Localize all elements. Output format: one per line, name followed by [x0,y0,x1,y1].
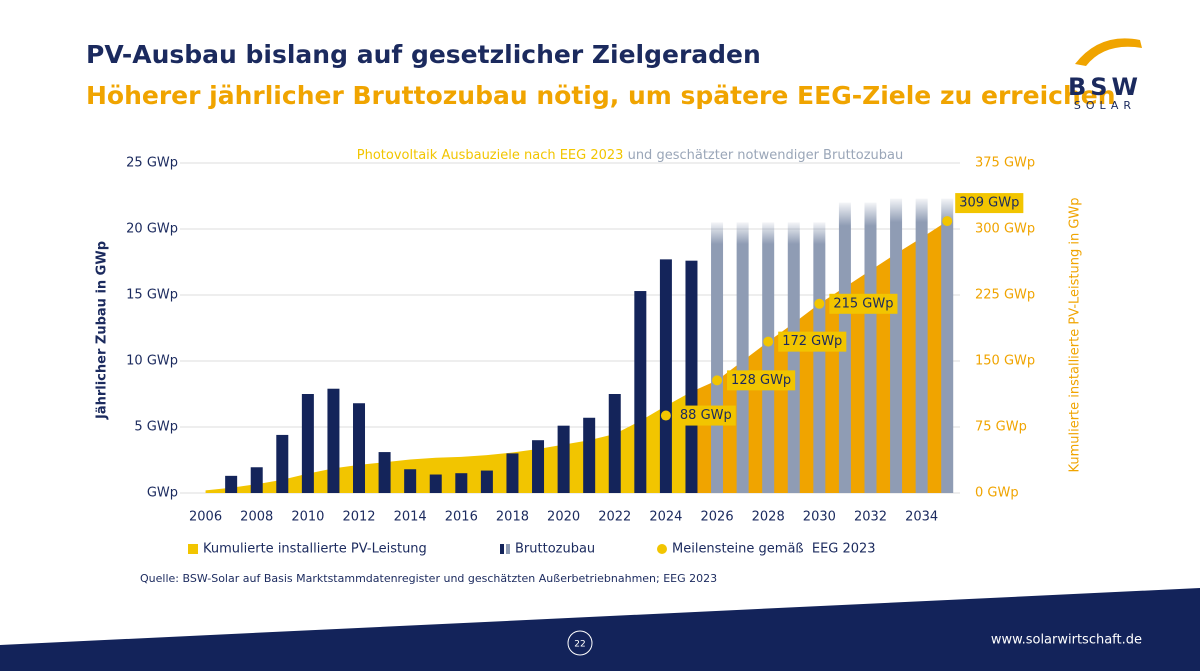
bar [225,475,238,493]
bar [455,473,468,493]
y-axis-label: Jährlicher Zubau in GWp [95,241,110,420]
x-tick-label: 2018 [496,510,529,525]
logo-bsw: BSW [1068,73,1142,101]
bar [327,388,340,493]
footer-band [0,588,1200,671]
y2-tick-label: 0 GWp [975,486,1019,501]
milestone [942,216,953,227]
x-tick-label: 2034 [905,510,938,525]
bar [301,394,314,493]
bar [480,470,493,493]
plot: 88 GWp 128 GWp 172 GWp 215 GWp 309 GWp [205,193,1024,493]
x-tick-label: 2016 [445,510,478,525]
x-tick-label: 2020 [547,510,580,525]
x-tick-label: 2012 [342,510,375,525]
legend-swatch [188,544,198,554]
bar [429,474,442,493]
y2-tick-label: 375 GWp [975,156,1035,171]
bar [276,434,289,493]
milestone [814,298,825,309]
bar [506,453,519,493]
x-tick-label: 2032 [854,510,887,525]
value-label-box [778,331,847,352]
bar [941,198,954,493]
chart-title-part: Photovoltaik Ausbauziele nach EEG 2023 [357,148,624,163]
value-label: 215 GWp [833,296,893,311]
bar [864,202,877,493]
logo-arc [1075,38,1142,66]
milestone [712,375,723,386]
y2-axis-label: Kumulierte installierte PV-Leistung in G… [1068,197,1083,472]
y2-tick-label: 300 GWp [975,222,1035,237]
y-tick-label: 5 GWp [134,420,178,435]
x-tick-label: 2022 [598,510,631,525]
bar [608,394,621,493]
logo: BSW SOLAR [1068,38,1142,112]
legend-swatch [506,544,510,554]
bar [557,425,570,493]
value-label: 88 GWp [680,408,732,423]
bar [762,222,775,493]
chart-title-part: und geschätzter notwendiger Bruttozubau [628,148,904,163]
x-tick-label: 2026 [701,510,734,525]
logo-solar: SOLAR [1074,99,1136,112]
bar [711,222,724,493]
bar [250,467,263,493]
bar [736,222,749,493]
legend-swatch [500,544,504,554]
milestone [660,410,671,421]
bar [659,259,672,493]
source-note: Quelle: BSW-Solar auf Basis Marktstammda… [140,572,717,585]
bar [787,222,800,493]
y2-tick-label: 225 GWp [975,288,1035,303]
page-number-circle [567,630,593,656]
website: www.solarwirtschaft.de [991,633,1142,648]
slide-title: PV-Ausbau bislang auf gesetzlicher Zielg… [86,40,761,69]
bar [890,198,903,493]
value-label: 172 GWp [782,334,842,349]
legend-label: Meilensteine gemäß EEG 2023 [672,542,876,557]
x-tick-label: 2010 [291,510,324,525]
y2-tick-label: 75 GWp [975,420,1027,435]
y-tick-label: 15 GWp [126,288,178,303]
y-tick-label: 25 GWp [126,156,178,171]
x-tick-label: 2014 [394,510,427,525]
value-label: 309 GWp [959,196,1019,211]
x-tick-label: 2028 [752,510,785,525]
bar [404,469,417,493]
y-tick-label: 10 GWp [126,354,178,369]
bar [813,222,826,493]
chart-title: Photovoltaik Ausbauziele nach EEG 2023 u… [357,148,903,163]
value-label: 128 GWp [731,373,791,388]
bar [685,260,698,493]
y-tick-label: GWp [147,486,178,501]
value-label-box [955,193,1024,214]
legend-label: Bruttozubau [515,542,595,557]
bar [532,440,545,493]
y2-tick-label: 150 GWp [975,354,1035,369]
area [205,391,692,493]
x-tick-label: 2030 [803,510,836,525]
bar [634,291,647,493]
bar [915,198,928,493]
x-tick-label: 2008 [240,510,273,525]
legend-swatch [657,544,667,554]
value-label-box [829,293,898,314]
bar [353,403,366,493]
bar [378,452,391,493]
legend: Kumulierte installierte PV-Leistung Brutt… [188,542,876,557]
value-label-box [675,405,736,426]
x-tick-label: 2024 [649,510,682,525]
x-tick-label: 2006 [189,510,222,525]
legend-label: Kumulierte installierte PV-Leistung [203,542,427,557]
value-label-box [727,370,796,391]
slide-subtitle: Höherer jährlicher Bruttozubau nötig, um… [86,81,1116,110]
milestone [763,336,774,347]
page-number: 22 [574,640,585,650]
bar [583,417,596,493]
y-tick-label: 20 GWp [126,222,178,237]
